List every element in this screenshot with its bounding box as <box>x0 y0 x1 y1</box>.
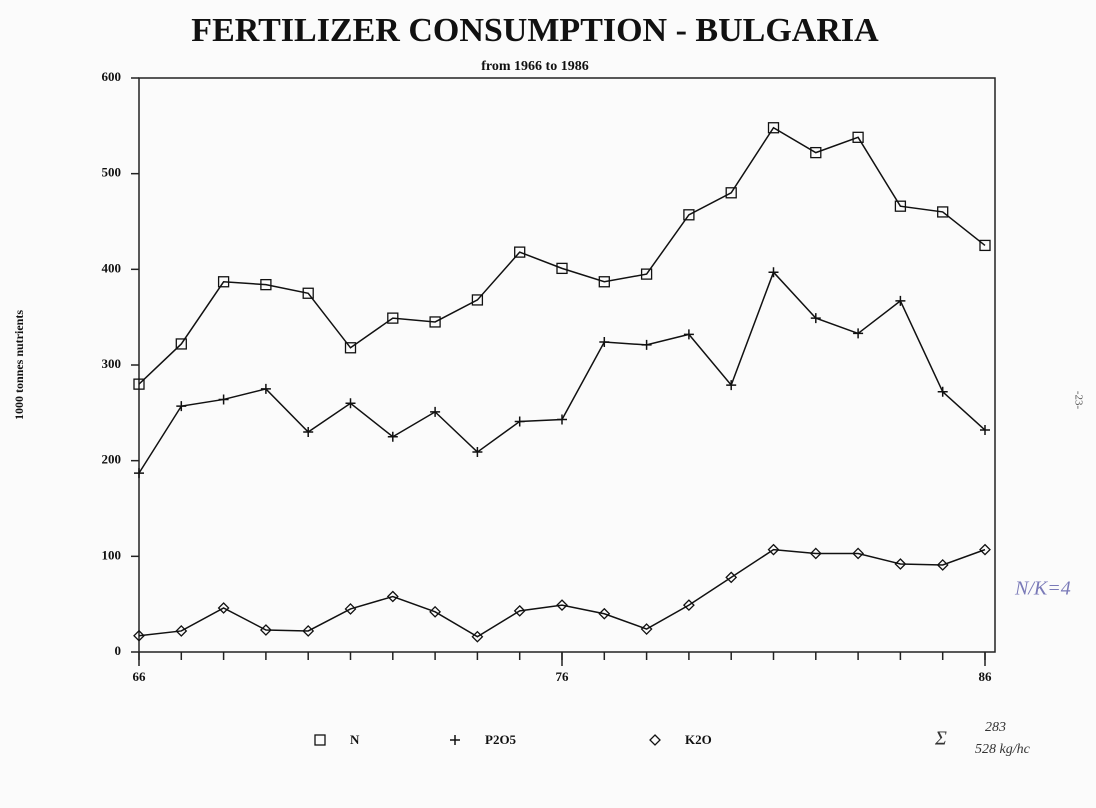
marker <box>810 146 822 159</box>
marker <box>134 468 144 479</box>
marker <box>557 414 567 425</box>
x-tick-label: 86 <box>979 669 993 684</box>
series-line <box>138 126 986 385</box>
marker <box>429 605 442 618</box>
handwritten-note: Σ <box>934 728 947 750</box>
marker <box>598 607 611 620</box>
marker <box>979 239 991 252</box>
legend-marker <box>450 735 460 745</box>
marker <box>809 547 822 560</box>
marker <box>979 543 991 556</box>
marker <box>768 267 779 278</box>
marker <box>386 590 399 603</box>
chart-title: FERTILIZER CONSUMPTION - BULGARIA <box>191 12 879 49</box>
legend-label: P2O5 <box>485 732 517 747</box>
marker <box>556 599 568 612</box>
marker <box>387 312 399 324</box>
marker <box>429 316 441 328</box>
x-tick-label: 76 <box>556 669 570 684</box>
marker <box>514 416 525 427</box>
series-line <box>138 270 986 474</box>
marker <box>640 268 653 280</box>
marker <box>894 200 907 212</box>
marker <box>767 122 780 134</box>
marker <box>471 294 484 306</box>
marker <box>430 406 441 417</box>
marker <box>175 625 188 637</box>
marker <box>217 276 230 288</box>
y-tick-label: 300 <box>102 356 122 371</box>
marker <box>725 571 738 584</box>
marker <box>894 558 907 570</box>
y-tick-label: 100 <box>102 547 122 562</box>
y-tick-label: 200 <box>102 452 122 467</box>
marker <box>260 383 271 394</box>
marker <box>218 394 229 405</box>
marker <box>344 603 357 615</box>
marker <box>937 386 948 397</box>
marker <box>683 329 694 340</box>
marker <box>641 339 652 350</box>
series-line <box>138 548 986 638</box>
plot-frame <box>138 77 996 653</box>
y-tick-label: 600 <box>102 69 122 84</box>
marker <box>471 630 484 643</box>
marker <box>810 313 821 324</box>
marker <box>980 425 990 436</box>
marker <box>175 338 187 350</box>
marker <box>217 602 230 614</box>
marker <box>683 209 695 221</box>
marker <box>302 287 314 299</box>
legend-marker <box>314 734 326 746</box>
marker <box>133 629 145 642</box>
marker <box>345 398 356 409</box>
marker <box>853 328 864 339</box>
marker <box>599 337 610 348</box>
marker <box>726 380 737 391</box>
marker <box>514 246 526 258</box>
legend-label: K2O <box>685 732 712 747</box>
page-number: -23- <box>1072 391 1084 410</box>
marker <box>937 206 949 218</box>
marker <box>852 547 865 560</box>
legend-label: N <box>350 732 360 747</box>
marker <box>895 295 906 306</box>
marker <box>513 604 526 617</box>
marker <box>344 342 357 354</box>
y-tick-label: 0 <box>115 643 122 658</box>
legend-marker <box>649 734 661 746</box>
marker <box>176 401 187 412</box>
x-tick-label: 66 <box>133 669 147 684</box>
marker <box>598 276 610 288</box>
handwritten-note: 283 <box>985 720 1006 735</box>
y-axis-label: 1000 tonnes nutrients <box>12 310 26 420</box>
marker <box>725 187 737 199</box>
y-tick-label: 400 <box>102 260 122 275</box>
marker <box>472 447 483 458</box>
marker <box>556 262 568 275</box>
y-tick-label: 500 <box>102 165 122 180</box>
marker <box>387 431 398 442</box>
marker <box>133 378 145 390</box>
marker <box>259 624 272 636</box>
marker <box>302 625 315 637</box>
marker <box>303 426 314 437</box>
marker <box>682 599 695 612</box>
handwritten-note: 528 kg/hc <box>975 742 1031 757</box>
handwritten-note: N/K=4 <box>1014 578 1071 600</box>
marker <box>852 131 864 143</box>
marker <box>936 559 949 571</box>
marker <box>260 278 272 291</box>
marker <box>767 543 780 556</box>
marker <box>640 623 653 635</box>
chart-subtitle: from 1966 to 1986 <box>481 59 588 74</box>
